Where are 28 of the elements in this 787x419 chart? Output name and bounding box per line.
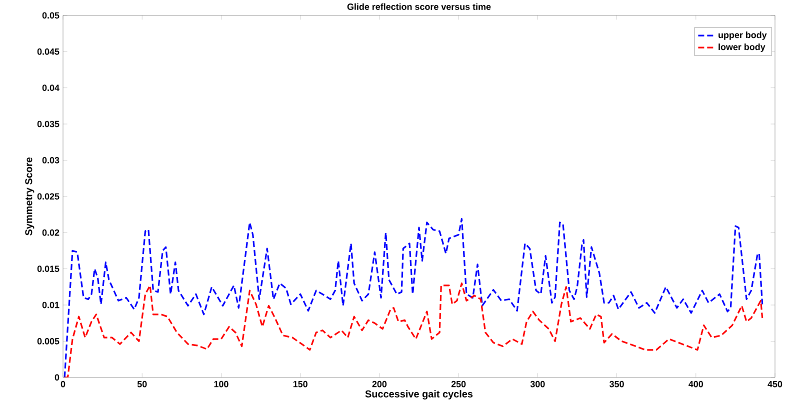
y-tick-label: 0.05 — [42, 12, 60, 18]
y-tick-label: 0.005 — [37, 338, 60, 344]
x-tick-label: 400 — [688, 380, 703, 388]
line-series — [64, 282, 764, 378]
x-tick-label: 100 — [214, 380, 228, 388]
line-series — [64, 218, 764, 378]
y-tick-label: 0.01 — [42, 302, 60, 308]
x-tick-label: 450 — [768, 380, 782, 388]
y-tick-label: 0.04 — [42, 84, 60, 91]
x-tick-label: 350 — [610, 380, 624, 388]
x-tick-label: 0 — [60, 380, 66, 388]
y-axis-title: Symmetry Score — [25, 157, 34, 236]
y-tick-label: 0.015 — [37, 265, 60, 272]
x-tick-label: 300 — [530, 380, 545, 388]
y-tick-label: 0.02 — [42, 229, 60, 236]
x-tick-label: 50 — [137, 380, 147, 388]
x-tick-label: 250 — [451, 380, 466, 388]
legend-label: lower body — [718, 43, 766, 52]
x-tick-label: 200 — [372, 380, 387, 388]
chart-title: Glide reflection score versus time — [347, 3, 491, 10]
y-tick-label: 0.025 — [37, 193, 60, 200]
x-tick-label: 150 — [293, 380, 308, 388]
y-tick-label: 0 — [54, 374, 60, 380]
x-axis-title: Successive gait cycles — [365, 390, 473, 400]
y-tick-label: 0.035 — [37, 120, 60, 127]
legend-label: upper body — [718, 31, 767, 40]
y-tick-label: 0.045 — [37, 48, 60, 55]
y-tick-label: 0.03 — [42, 156, 60, 164]
